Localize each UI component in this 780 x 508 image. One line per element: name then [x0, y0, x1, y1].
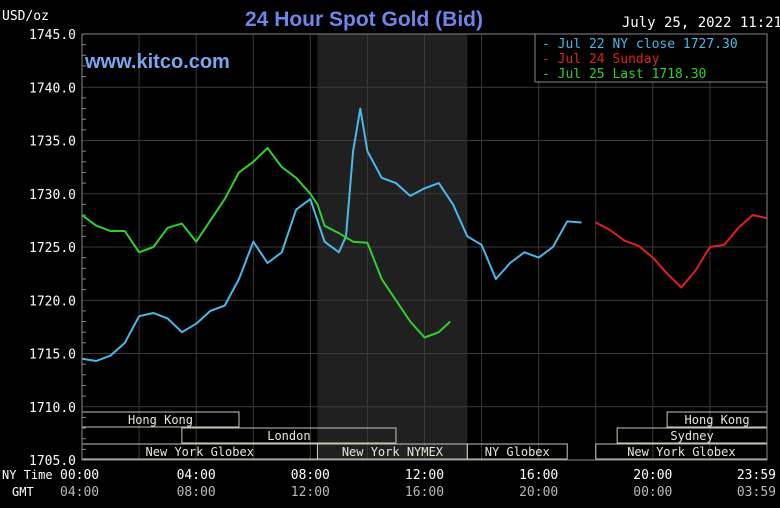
grid-lines	[81, 33, 768, 461]
series-lines	[81, 107, 768, 362]
session-box	[466, 443, 568, 460]
y-tick-label: 1740.0	[29, 81, 76, 96]
x-tick-label-gmt: 03:59	[737, 485, 776, 500]
timestamp: July 25, 2022 11:21	[622, 15, 780, 31]
x-tick-label-ny: 08:00	[291, 468, 330, 483]
session-label: Sydney	[670, 429, 713, 443]
x-tick-label-ny: 12:00	[405, 468, 444, 483]
x-axis: 00:00 04:00 04:00 08:00 08:00 12:00 12:00 16:00…	[60, 468, 776, 500]
x-tick-label-gmt: 12:00	[291, 485, 330, 500]
session-label: NY Globex	[485, 445, 550, 459]
y-tick-label: 1715.0	[29, 348, 76, 363]
x-tick-label-ny: 20:00	[633, 468, 672, 483]
y-axis-label: USD/oz	[2, 9, 49, 24]
legend: - Jul 22 NY close 1727.30- Jul 24 Sunday…	[534, 33, 768, 83]
y-tick-label: 1745.0	[29, 28, 76, 43]
chart-title: 24 Hour Spot Gold (Bid)	[245, 8, 483, 31]
x-tick-label-ny: 16:00	[519, 468, 558, 483]
y-tick-label: 1705.0	[29, 454, 76, 469]
legend-item: - Jul 25 Last 1718.30	[542, 67, 706, 82]
y-tick-label: 1710.0	[29, 401, 76, 416]
series-line	[595, 214, 768, 289]
x-tick-label-gmt: 04:00	[60, 485, 99, 500]
plot-frame	[81, 33, 768, 461]
y-axis: 1745.0 1740.0 1735.0 1730.0 1725.0 1720.0 1715…	[29, 28, 76, 469]
x-tick-label-gmt: 16:00	[405, 485, 444, 500]
session-label: New York Globex	[146, 445, 254, 459]
series-line	[81, 107, 582, 362]
x-tick-label-gmt: 00:00	[633, 485, 672, 500]
legend-item: - Jul 22 NY close 1727.30	[542, 37, 738, 52]
session-label: New York NYMEX	[342, 445, 444, 459]
legend-box	[534, 33, 768, 83]
series-line	[81, 147, 451, 339]
watermark: www.kitco.com	[84, 51, 230, 73]
session-label: Hong Kong	[128, 413, 193, 427]
x-tick-label-ny: 04:00	[177, 468, 216, 483]
y-tick-label: 1735.0	[29, 135, 76, 150]
x-tick-label-gmt: 20:00	[519, 485, 558, 500]
x-tick-label-ny: 00:00	[60, 468, 99, 483]
ny-time-row-label: NY Time	[2, 468, 53, 482]
y-tick-label: 1730.0	[29, 188, 76, 203]
session-box	[181, 427, 397, 444]
session-ny-globex: NY Globex	[466, 443, 568, 460]
x-tick-label-ny: 23:59	[737, 468, 776, 483]
session-label: New York Globex	[627, 445, 735, 459]
gmt-row-label: GMT	[12, 485, 34, 499]
session-label: London	[267, 429, 310, 443]
legend-item: - Jul 24 Sunday	[542, 52, 660, 67]
x-tick-label-gmt: 08:00	[177, 485, 216, 500]
y-tick-label: 1720.0	[29, 294, 76, 309]
session-label: Hong Kong	[685, 413, 750, 427]
y-tick-label: 1725.0	[29, 241, 76, 256]
session-london: London	[181, 427, 397, 444]
